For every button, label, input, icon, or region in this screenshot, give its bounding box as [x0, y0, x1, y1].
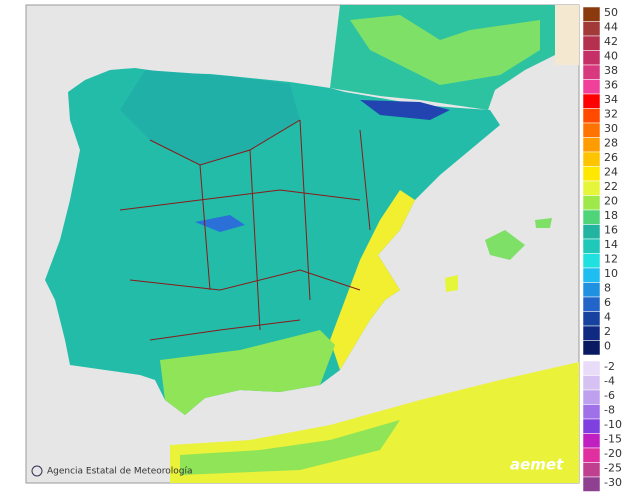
legend-swatch — [582, 151, 601, 167]
legend-swatch — [582, 50, 601, 66]
legend-label: 38 — [604, 64, 618, 77]
legend-label: 44 — [604, 21, 618, 34]
legend-label: 24 — [604, 166, 618, 179]
legend-label: -8 — [604, 404, 615, 417]
legend-swatch — [582, 6, 601, 22]
legend-label: 12 — [604, 253, 618, 266]
legend-swatch — [582, 476, 601, 492]
legend-label: 26 — [604, 151, 618, 164]
legend-swatch — [582, 253, 601, 269]
province-borders — [119, 119, 371, 341]
legend-swatch — [582, 224, 601, 240]
legend-label: 14 — [604, 238, 618, 251]
legend-label: 30 — [604, 122, 618, 135]
legend-swatch — [582, 238, 601, 254]
legend-swatch — [582, 35, 601, 51]
legend-swatch — [582, 311, 601, 327]
logo: aemet — [510, 456, 564, 474]
legend-label: 8 — [604, 282, 611, 295]
south-zone — [160, 330, 335, 415]
legend-label: 4 — [604, 311, 611, 324]
ibiza — [445, 275, 458, 292]
legend-swatch — [582, 180, 601, 196]
legend-swatch — [582, 433, 601, 449]
legend-label: 0 — [604, 340, 611, 353]
legend-swatch — [582, 137, 601, 153]
legend-swatch — [582, 340, 601, 356]
legend-label: -15 — [604, 433, 622, 446]
legend-swatch — [582, 404, 601, 420]
legend-swatch — [582, 462, 601, 478]
legend-swatch — [582, 21, 601, 37]
legend-label: -2 — [604, 360, 615, 373]
legend-swatch — [582, 122, 601, 138]
legend-label: 28 — [604, 137, 618, 150]
land-edge — [555, 5, 579, 65]
legend-label: -30 — [604, 476, 622, 489]
legend-label: 42 — [604, 35, 618, 48]
legend-swatch — [582, 282, 601, 298]
legend-swatch — [582, 375, 601, 391]
legend-label: 22 — [604, 180, 618, 193]
legend-swatch — [582, 195, 601, 211]
east-coast — [330, 190, 415, 370]
warm-zone — [350, 15, 540, 85]
legend-swatch — [582, 360, 601, 376]
legend-label: -6 — [604, 389, 615, 402]
legend-label: -4 — [604, 375, 615, 388]
legend-swatch — [582, 209, 601, 225]
mallorca — [485, 230, 525, 260]
legend-swatch — [582, 389, 601, 405]
legend-swatch — [582, 93, 601, 109]
legend-swatch — [582, 64, 601, 80]
legend-label: 16 — [604, 224, 618, 237]
pyrenees — [360, 100, 450, 120]
legend-label: 36 — [604, 79, 618, 92]
legend-label: 2 — [604, 325, 611, 338]
legend-swatch — [582, 79, 601, 95]
africa-coast — [180, 420, 400, 475]
legend-label: 34 — [604, 93, 618, 106]
legend-label: 10 — [604, 267, 618, 280]
legend-label: 50 — [604, 6, 618, 19]
credit: Agencia Estatal de Meteorología — [47, 467, 193, 477]
legend-label: 40 — [604, 50, 618, 63]
legend-label: -10 — [604, 418, 622, 431]
legend-label: 18 — [604, 209, 618, 222]
plateau — [120, 70, 300, 165]
legend: 5044424038363432302826242220181614121086… — [582, 6, 622, 492]
legend-swatch — [582, 418, 601, 434]
legend-label: 6 — [604, 296, 611, 309]
legend-label: 32 — [604, 108, 618, 121]
legend-label: -20 — [604, 447, 622, 460]
legend-swatch — [582, 447, 601, 463]
menorca — [535, 218, 552, 228]
legend-label: -25 — [604, 462, 622, 475]
central-range — [195, 215, 245, 232]
legend-label: 20 — [604, 195, 618, 208]
legend-swatch — [582, 296, 601, 312]
legend-swatch — [582, 267, 601, 283]
iberia — [45, 68, 500, 415]
legend-swatch — [582, 108, 601, 124]
copyright-icon — [31, 465, 43, 477]
legend-swatch — [582, 325, 601, 341]
legend-swatch — [582, 166, 601, 182]
